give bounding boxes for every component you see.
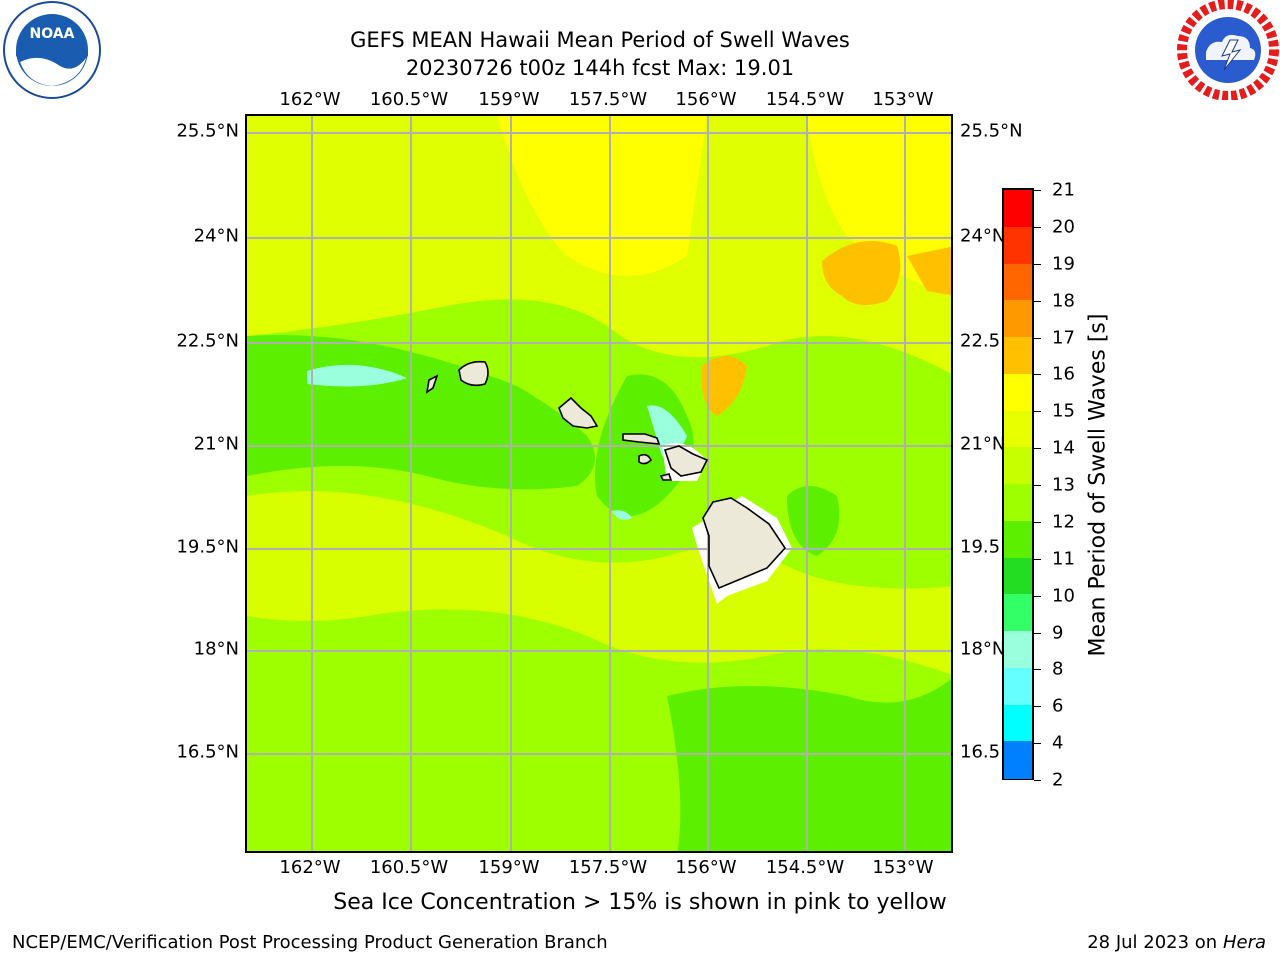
lon-label-top: 156°W	[675, 89, 737, 110]
colorbar-title: Mean Period of Swell Waves [s]	[1085, 313, 1111, 657]
colorbar-segment	[1004, 410, 1032, 448]
colorbar-segment	[1004, 226, 1032, 264]
colorbar-tick	[1034, 448, 1041, 450]
colorbar-label: 10	[1052, 585, 1075, 607]
colorbar-label: 12	[1052, 511, 1075, 533]
colorbar-tick	[1034, 374, 1041, 376]
island-oahu	[558, 396, 599, 429]
colorbar-label: 6	[1052, 695, 1064, 717]
colorbar	[1002, 188, 1034, 780]
lon-label-top: 159°W	[478, 89, 540, 110]
colorbar-segment	[1004, 631, 1032, 669]
lat-label-right: 24°N	[960, 225, 1002, 247]
lat-label-left: 16.5°N	[176, 741, 239, 763]
noaa-logo-text: NOAA	[30, 26, 75, 42]
colorbar-label: 2	[1052, 769, 1064, 791]
footer-machine: Hera	[1222, 932, 1266, 953]
colorbar-tick	[1034, 632, 1041, 634]
island-maui	[663, 445, 709, 477]
colorbar-tick	[1034, 595, 1041, 597]
lon-label-bottom: 159°W	[478, 857, 540, 878]
lat-label-right: 19.5°N	[960, 536, 1002, 558]
colorbar-tick	[1034, 226, 1041, 228]
island-kauai	[458, 360, 489, 387]
island-kahoolawe	[659, 473, 673, 481]
map-plot-area	[245, 114, 953, 853]
lon-label-top: 153°W	[872, 89, 934, 110]
colorbar-segment	[1004, 373, 1032, 411]
lon-label-bottom: 153°W	[872, 857, 934, 878]
island-niihau	[425, 374, 439, 394]
colorbar-tick	[1034, 669, 1041, 671]
lat-label-left: 24°N	[193, 225, 239, 247]
lon-label-bottom: 157.5°W	[568, 857, 648, 878]
lat-label-right: 18°N	[960, 638, 1002, 660]
lon-label-top: 162°W	[279, 89, 341, 110]
colorbar-segment	[1004, 447, 1032, 485]
colorbar-label: 20	[1052, 216, 1075, 238]
lat-label-left: 22.5°N	[176, 330, 239, 352]
colorbar-label: 17	[1052, 327, 1075, 348]
island-lanai	[638, 453, 652, 465]
nws-logo	[1176, 0, 1280, 101]
lon-label-top: 154.5°W	[765, 89, 845, 110]
colorbar-segment	[1004, 484, 1032, 522]
colorbar-segment	[1004, 704, 1032, 742]
map-subtitle: 20230726 t00z 144h fcst Max: 19.01	[405, 56, 795, 80]
colorbar-label: 9	[1052, 622, 1064, 643]
sea-ice-note: Sea Ice Concentration > 15% is shown in …	[333, 890, 947, 915]
colorbar-label: 19	[1052, 253, 1075, 275]
lat-label-right: 16.5°N	[960, 741, 1002, 763]
colorbar-tick	[1034, 743, 1041, 745]
island-hawaii	[702, 497, 787, 590]
colorbar-tick	[1034, 337, 1041, 339]
lat-label-right: 25.5°N	[960, 120, 1023, 142]
colorbar-segment	[1004, 520, 1032, 558]
colorbar-segment	[1004, 190, 1032, 228]
lat-label-right: 21°N	[960, 433, 1002, 455]
colorbar-segment	[1004, 741, 1032, 779]
colorbar-label: 4	[1052, 732, 1064, 754]
colorbar-label: 11	[1052, 548, 1075, 570]
colorbar-label: 21	[1052, 179, 1075, 201]
lat-label-left: 19.5°N	[176, 536, 239, 558]
lon-label-bottom: 162°W	[279, 857, 341, 878]
colorbar-label: 13	[1052, 474, 1075, 496]
colorbar-tick	[1034, 558, 1041, 560]
colorbar-tick	[1034, 411, 1041, 413]
footer-date: 28 Jul 2023 on Hera	[1087, 932, 1266, 953]
colorbar-segment	[1004, 300, 1032, 338]
colorbar-segment	[1004, 594, 1032, 632]
lat-label-left: 18°N	[193, 638, 239, 660]
colorbar-segment	[1004, 263, 1032, 301]
lon-label-bottom: 160.5°W	[369, 857, 449, 878]
colorbar-tick	[1034, 263, 1041, 265]
footer-date-text: 28 Jul 2023 on	[1087, 932, 1223, 953]
colorbar-tick	[1034, 190, 1041, 191]
lon-label-bottom: 156°W	[675, 857, 737, 878]
footer-credit: NCEP/EMC/Verification Post Processing Pr…	[12, 932, 608, 953]
colorbar-tick	[1034, 485, 1041, 486]
colorbar-tick	[1034, 780, 1041, 781]
island-molokai	[622, 433, 661, 445]
colorbar-tick	[1034, 706, 1041, 708]
colorbar-label: 18	[1052, 290, 1075, 312]
colorbar-segment	[1004, 557, 1032, 595]
map-title: GEFS MEAN Hawaii Mean Period of Swell Wa…	[350, 28, 850, 52]
colorbar-segment	[1004, 667, 1032, 705]
colorbar-segment	[1004, 337, 1032, 375]
colorbar-label: 16	[1052, 363, 1075, 385]
lon-label-top: 160.5°W	[369, 89, 449, 110]
colorbar-label: 8	[1052, 658, 1064, 680]
lat-label-left: 25.5°N	[176, 120, 239, 142]
noaa-logo: NOAA	[0, 0, 104, 104]
lat-label-left: 21°N	[193, 433, 239, 455]
colorbar-tick	[1034, 300, 1041, 302]
colorbar-label: 14	[1052, 437, 1075, 459]
lat-label-right: 22.5°N	[960, 330, 1002, 352]
colorbar-label: 15	[1052, 400, 1075, 422]
colorbar-tick	[1034, 521, 1041, 523]
lon-label-bottom: 154.5°W	[765, 857, 845, 878]
lon-label-top: 157.5°W	[568, 89, 648, 110]
